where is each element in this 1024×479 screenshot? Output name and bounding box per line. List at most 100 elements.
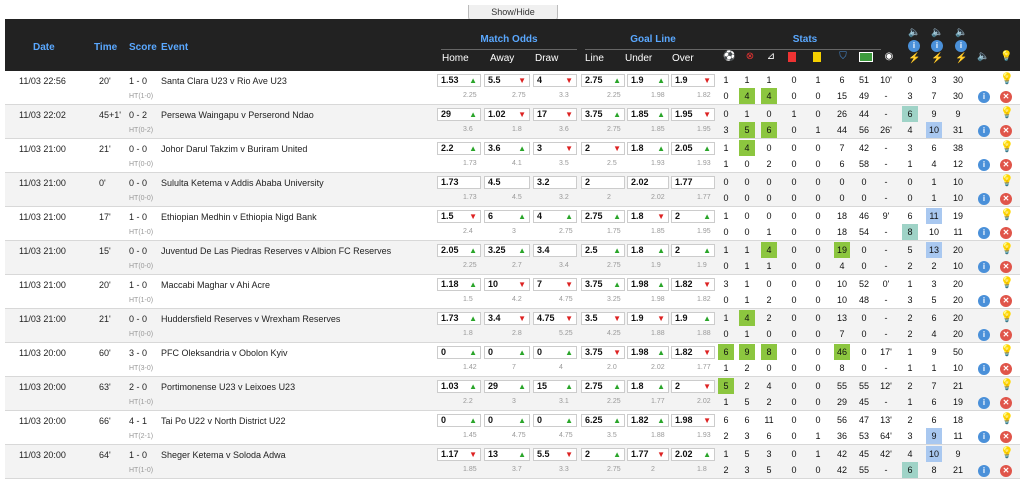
table-row[interactable]: 11/03 21:00 0' 0 - 0 Sululta Ketema v Addis…: [5, 173, 1020, 207]
close-button[interactable]: ✕: [1000, 261, 1012, 273]
bulb-icon[interactable]: 💡: [1000, 243, 1014, 255]
odds-cell[interactable]: 29 ▲: [484, 380, 530, 393]
odds-cell[interactable]: 2 ▼: [581, 142, 625, 155]
odds-cell[interactable]: 15 ▲: [533, 380, 577, 393]
odds-cell[interactable]: 1.9 ▲: [671, 312, 715, 325]
close-button[interactable]: ✕: [1000, 397, 1012, 409]
odds-cell[interactable]: 1.17 ▼: [437, 448, 481, 461]
odds-cell[interactable]: 1.98 ▼: [671, 414, 715, 427]
match-event[interactable]: Sululta Ketema v Addis Ababa University: [161, 178, 324, 188]
odds-cell[interactable]: 17 ▼: [533, 108, 577, 121]
match-event[interactable]: Juventud De Las Piedras Reserves v Albio…: [161, 246, 392, 256]
bulb-icon[interactable]: 💡: [1000, 379, 1014, 391]
odds-cell[interactable]: 6.25 ▲: [581, 414, 625, 427]
info-icon[interactable]: i: [955, 40, 967, 52]
odds-cell[interactable]: 1.82 ▼: [671, 346, 715, 359]
odds-cell[interactable]: 2 ▲: [671, 244, 715, 257]
match-event[interactable]: Sheger Ketema v Soloda Adwa: [161, 450, 286, 460]
odds-cell[interactable]: 0 ▲: [437, 346, 481, 359]
odds-cell[interactable]: 2 ▼: [671, 380, 715, 393]
table-row[interactable]: 11/03 22:02 45+1' 0 - 2 Persewa Waingapu v …: [5, 105, 1020, 139]
info-icon[interactable]: i: [931, 40, 943, 52]
close-button[interactable]: ✕: [1000, 329, 1012, 341]
odds-cell[interactable]: 1.18 ▲: [437, 278, 481, 291]
table-row[interactable]: 11/03 22:56 20' 1 - 0 Santa Clara U23 v Rio…: [5, 71, 1020, 105]
info-button[interactable]: i: [978, 363, 990, 375]
odds-cell[interactable]: 10 ▼: [484, 278, 530, 291]
sound-icon[interactable]: 🔈: [908, 27, 921, 38]
odds-cell[interactable]: 0 ▲: [533, 414, 577, 427]
match-event[interactable]: Persewa Waingapu v Perserond Ndao: [161, 110, 314, 120]
table-row[interactable]: 11/03 21:00 21' 0 - 0 Johor Darul Takzim v …: [5, 139, 1020, 173]
odds-cell[interactable]: 2.2 ▲: [437, 142, 481, 155]
close-button[interactable]: ✕: [1000, 159, 1012, 171]
odds-cell[interactable]: 3.4: [533, 244, 577, 257]
odds-cell[interactable]: 3.2: [533, 176, 577, 189]
bulb-icon[interactable]: 💡: [1000, 141, 1014, 153]
match-event[interactable]: PFC Oleksandria v Obolon Kyiv: [161, 348, 288, 358]
odds-cell[interactable]: 1.8 ▲: [627, 244, 669, 257]
match-event[interactable]: Santa Clara U23 v Rio Ave U23: [161, 76, 287, 86]
bulb-icon[interactable]: 💡: [1000, 447, 1014, 459]
close-button[interactable]: ✕: [1000, 431, 1012, 443]
close-button[interactable]: ✕: [1000, 125, 1012, 137]
odds-cell[interactable]: 5.5 ▼: [533, 448, 577, 461]
odds-cell[interactable]: 1.85 ▲: [627, 108, 669, 121]
odds-cell[interactable]: 1.73 ▲: [437, 312, 481, 325]
score-header[interactable]: Score: [129, 42, 157, 53]
odds-cell[interactable]: 3 ▼: [533, 142, 577, 155]
odds-cell[interactable]: 2.75 ▲: [581, 210, 625, 223]
info-button[interactable]: i: [978, 329, 990, 341]
table-row[interactable]: 11/03 20:00 66' 4 - 1 Tai Po U22 v North Di…: [5, 411, 1020, 445]
match-event[interactable]: Portimonense U23 v Leixoes U23: [161, 382, 296, 392]
odds-cell[interactable]: 1.82 ▼: [671, 278, 715, 291]
table-row[interactable]: 11/03 20:00 64' 1 - 0 Sheger Ketema v Solod…: [5, 445, 1020, 479]
bulb-icon[interactable]: 💡: [1000, 209, 1014, 221]
table-row[interactable]: 11/03 21:00 21' 0 - 0 Huddersfield Reserves…: [5, 309, 1020, 343]
match-event[interactable]: Maccabi Maghar v Ahi Acre: [161, 280, 271, 290]
table-row[interactable]: 11/03 21:00 17' 1 - 0 Ethiopian Medhin v Et…: [5, 207, 1020, 241]
odds-cell[interactable]: 3.4 ▼: [484, 312, 530, 325]
odds-cell[interactable]: 3.75 ▼: [581, 346, 625, 359]
odds-cell[interactable]: 1.82 ▲: [627, 414, 669, 427]
bulb-icon[interactable]: 💡: [1000, 345, 1014, 357]
info-button[interactable]: i: [978, 465, 990, 477]
table-row[interactable]: 11/03 21:00 20' 1 - 0 Maccabi Maghar v Ahi …: [5, 275, 1020, 309]
odds-cell[interactable]: 1.9 ▼: [671, 74, 715, 87]
table-row[interactable]: 11/03 20:00 60' 3 - 0 PFC Oleksandria v Obo…: [5, 343, 1020, 377]
odds-cell[interactable]: 1.77 ▼: [627, 448, 669, 461]
info-button[interactable]: i: [978, 91, 990, 103]
odds-cell[interactable]: 1.02 ▼: [484, 108, 530, 121]
info-button[interactable]: i: [978, 159, 990, 171]
close-button[interactable]: ✕: [1000, 227, 1012, 239]
info-button[interactable]: i: [978, 431, 990, 443]
odds-cell[interactable]: 4 ▲: [533, 210, 577, 223]
match-event[interactable]: Johor Darul Takzim v Buriram United: [161, 144, 308, 154]
sound-icon[interactable]: 🔈: [931, 27, 944, 38]
odds-cell[interactable]: 1.9 ▼: [627, 312, 669, 325]
odds-cell[interactable]: 7 ▼: [533, 278, 577, 291]
odds-cell[interactable]: 1.8 ▲: [627, 380, 669, 393]
odds-cell[interactable]: 2.05 ▲: [671, 142, 715, 155]
bulb-icon[interactable]: 💡: [1000, 107, 1014, 119]
odds-cell[interactable]: 1.73: [437, 176, 481, 189]
date-header[interactable]: Date: [33, 42, 55, 53]
odds-cell[interactable]: 4.75 ▼: [533, 312, 577, 325]
event-header[interactable]: Event: [161, 42, 189, 53]
odds-cell[interactable]: 13 ▲: [484, 448, 530, 461]
bulb-icon[interactable]: 💡: [1000, 413, 1014, 425]
odds-cell[interactable]: 0 ▲: [533, 346, 577, 359]
odds-cell[interactable]: 2.5 ▲: [581, 244, 625, 257]
sound-icon[interactable]: 🔈: [977, 51, 990, 62]
close-button[interactable]: ✕: [1000, 465, 1012, 477]
table-row[interactable]: 11/03 20:00 63' 2 - 0 Portimonense U23 v Le…: [5, 377, 1020, 411]
odds-cell[interactable]: 1.98 ▲: [627, 346, 669, 359]
odds-cell[interactable]: 1.9 ▲: [627, 74, 669, 87]
bulb-icon[interactable]: 💡: [1000, 311, 1014, 323]
close-button[interactable]: ✕: [1000, 193, 1012, 205]
time-header[interactable]: Time: [94, 42, 118, 53]
info-button[interactable]: i: [978, 261, 990, 273]
odds-cell[interactable]: 1.53 ▲: [437, 74, 481, 87]
odds-cell[interactable]: 6 ▲: [484, 210, 530, 223]
odds-cell[interactable]: 4.5: [484, 176, 530, 189]
